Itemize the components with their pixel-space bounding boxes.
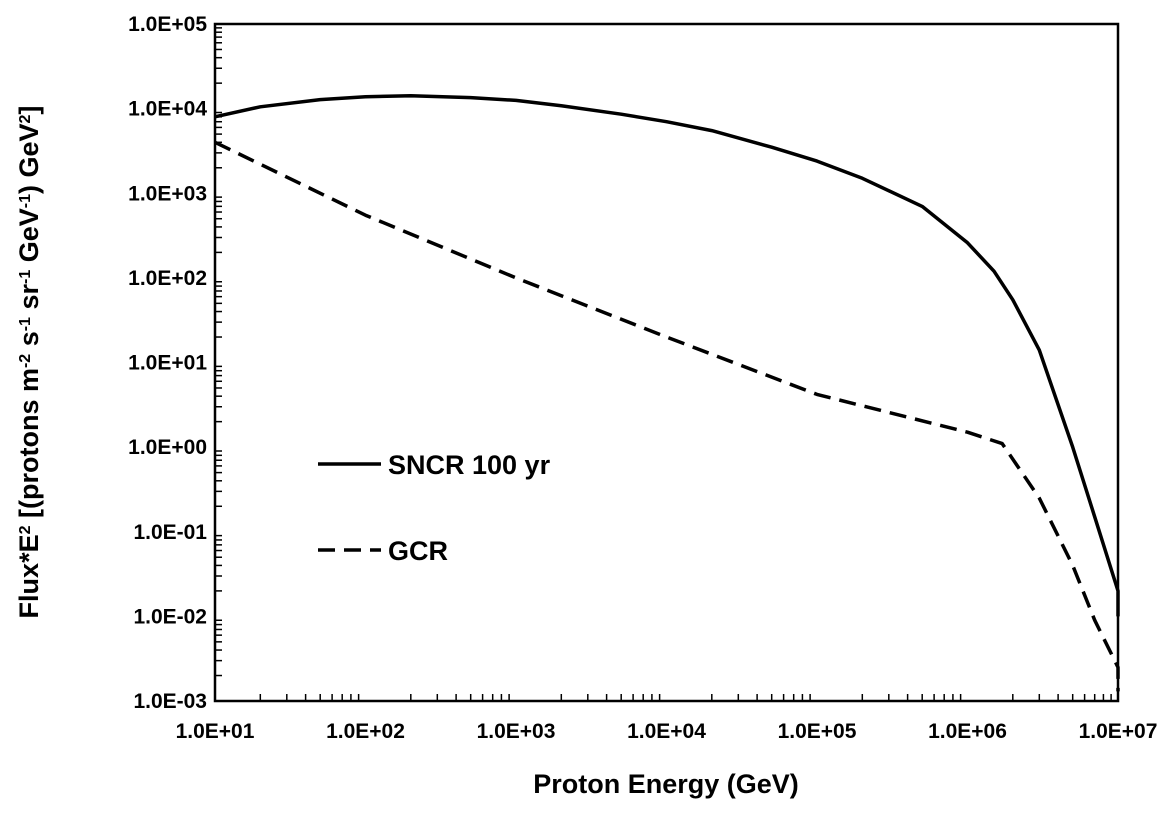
y-tick-label: 1.0E+01 [128, 352, 207, 375]
x-tick-label: 1.0E+06 [928, 720, 1007, 743]
x-axis-title: Proton Energy (GeV) [533, 769, 799, 799]
y-tick-label: 1.0E-02 [133, 605, 207, 628]
y-tick-label: 1.0E+05 [128, 13, 207, 36]
x-tick-label: 1.0E+02 [326, 720, 405, 743]
x-tick-label: 1.0E+07 [1079, 720, 1158, 743]
series-line-gcr [214, 140, 1120, 692]
plot-area [213, 22, 1120, 703]
y-tick-label: 1.0E-03 [133, 690, 207, 713]
x-tick-label: 1.0E+05 [778, 720, 857, 743]
y-tick-label: 1.0E+00 [128, 436, 207, 459]
y-tick-label: 1.0E-01 [133, 521, 207, 544]
series-line-sncr [214, 93, 1120, 617]
y-tick-label: 1.0E+02 [128, 267, 207, 290]
legend-label-gcr: GCR [388, 536, 448, 566]
y-tick-labels: 1.0E-03 1.0E-02 1.0E-01 1.0E+00 1.0E+01 1.0E+… [128, 13, 207, 713]
y-tick-label: 1.0E+04 [128, 98, 207, 121]
series-layer [214, 93, 1120, 692]
y-axis-title: Flux*E2 [(protons m-2 s-1 sr-1 GeV-1) Ge… [14, 106, 44, 619]
minor-ticks [215, 27, 1112, 701]
x-tick-label: 1.0E+01 [176, 720, 255, 743]
legend: SNCR 100 yr GCR [318, 450, 551, 566]
x-tick-label: 1.0E+04 [627, 720, 706, 743]
x-tick-labels: 1.0E+01 1.0E+02 1.0E+03 1.0E+04 1.0E+05 1.0E+… [176, 720, 1158, 743]
legend-label-sncr: SNCR 100 yr [388, 450, 551, 480]
plot-frame [213, 22, 1120, 703]
y-tick-label: 1.0E+03 [128, 182, 207, 205]
x-tick-label: 1.0E+03 [477, 720, 556, 743]
